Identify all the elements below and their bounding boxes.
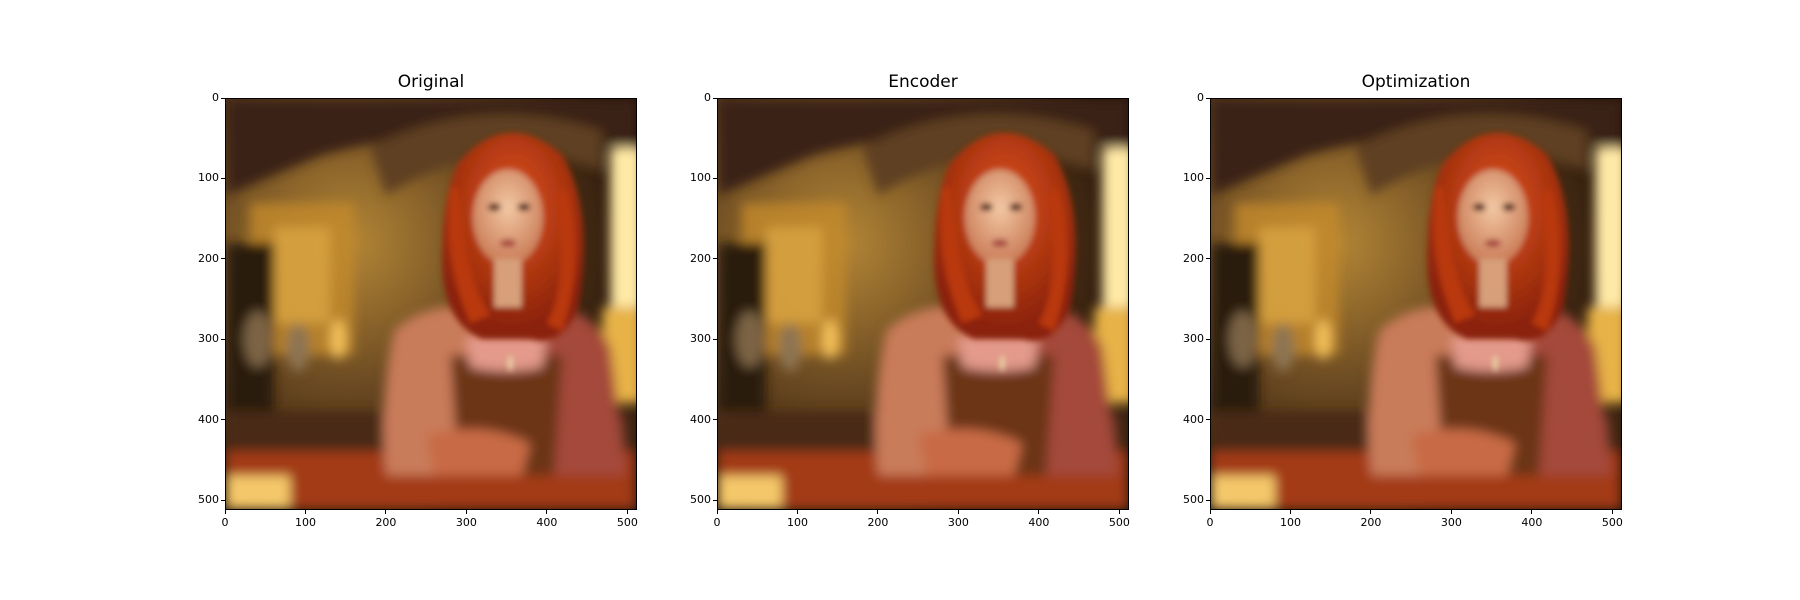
x-tick-label: 400 [536,516,558,529]
x-tick-mark [1038,510,1040,514]
x-tick-mark [1209,510,1211,514]
y-tick-label: 0 [212,91,219,104]
x-tick-label: 100 [786,516,808,529]
tavern-woman-image [718,99,1128,509]
x-tick-mark [224,510,226,514]
x-tick-label: 300 [947,516,969,529]
x-tick-mark [546,510,548,514]
x-tick-mark [1289,510,1291,514]
y-tick-label: 300 [690,332,711,346]
y-tick-label: 100 [690,171,711,185]
x-tick-label: 200 [1360,516,1382,529]
y-tick-label: 100 [1183,171,1204,185]
x-tick-label: 400 [1521,516,1543,529]
x-tick-mark [1611,510,1613,514]
y-tick-label: 400 [1183,412,1204,426]
x-tick-mark [465,510,467,514]
y-tick-label: 400 [690,412,711,426]
y-tick-mark [713,258,717,260]
y-tick-mark [713,419,717,421]
x-tick-label: 300 [1440,516,1462,529]
x-tick-mark [1531,510,1533,514]
tavern-woman-image [1211,99,1621,509]
y-tick-label: 400 [198,412,219,426]
x-tick-mark [957,510,959,514]
y-tick-label: 200 [690,251,711,265]
x-tick-label: 200 [375,516,397,529]
y-tick-mark [713,97,717,99]
image-frame [1210,98,1622,510]
x-tick-mark [716,510,718,514]
panel-title: Optimization [1361,72,1471,92]
y-tick-label: 0 [1197,91,1204,104]
y-tick-mark [1206,499,1210,501]
y-tick-label: 200 [1183,251,1204,265]
image-frame [225,98,637,510]
panel-title: Encoder [888,72,958,92]
y-tick-mark [713,177,717,179]
x-tick-mark [304,510,306,514]
y-tick-label: 300 [1183,332,1204,346]
x-tick-mark [1118,510,1120,514]
x-tick-label: 100 [1279,516,1301,529]
y-tick-mark [1206,97,1210,99]
x-tick-mark [796,510,798,514]
y-tick-label: 100 [198,171,219,185]
y-tick-mark [1206,338,1210,340]
y-tick-label: 500 [690,493,711,507]
x-tick-label: 300 [455,516,477,529]
y-tick-mark [1206,258,1210,260]
x-tick-label: 500 [1108,516,1130,529]
panel-title: Original [397,72,465,92]
x-tick-label: 0 [221,516,229,529]
x-tick-mark [877,510,879,514]
y-tick-mark [1206,419,1210,421]
y-tick-mark [221,97,225,99]
x-tick-label: 500 [1601,516,1623,529]
x-tick-label: 500 [616,516,638,529]
y-tick-label: 0 [704,91,711,104]
y-tick-label: 500 [1183,493,1204,507]
y-tick-label: 300 [198,332,219,346]
x-tick-mark [626,510,628,514]
y-tick-label: 200 [198,251,219,265]
x-tick-label: 0 [1206,516,1214,529]
y-tick-mark [1206,177,1210,179]
x-tick-mark [1370,510,1372,514]
x-tick-label: 100 [294,516,316,529]
y-tick-mark [221,338,225,340]
y-tick-mark [713,338,717,340]
x-tick-mark [1450,510,1452,514]
y-tick-mark [713,499,717,501]
y-tick-mark [221,258,225,260]
x-tick-label: 200 [867,516,889,529]
x-tick-mark [385,510,387,514]
image-frame [717,98,1129,510]
x-tick-label: 0 [713,516,721,529]
y-tick-mark [221,499,225,501]
tavern-woman-image [226,99,636,509]
y-tick-label: 500 [198,493,219,507]
y-tick-mark [221,177,225,179]
y-tick-mark [221,419,225,421]
x-tick-label: 400 [1028,516,1050,529]
